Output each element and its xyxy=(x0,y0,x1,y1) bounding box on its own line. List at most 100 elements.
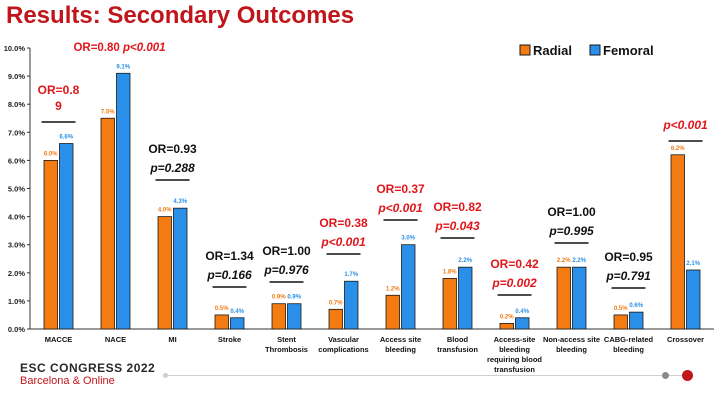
legend-swatch-radial xyxy=(519,44,531,56)
radial-value-label: 1.2% xyxy=(386,286,400,292)
p-value-label: p<0.001 xyxy=(377,201,423,215)
progress-dot xyxy=(662,372,669,379)
radial-value-label: 0.5% xyxy=(614,306,628,312)
odds-ratio-label: OR=1.34 xyxy=(205,249,254,263)
radial-bar xyxy=(157,216,172,330)
p-value-label: p=0.002 xyxy=(491,276,537,290)
femoral-value-label: 3.0% xyxy=(401,236,415,242)
radial-bar xyxy=(499,322,514,330)
x-category-label: bleeding xyxy=(385,345,416,354)
x-category-label: Thrombosis xyxy=(265,345,308,354)
x-category-label: bleeding xyxy=(499,345,530,354)
p-value-label: p=0.043 xyxy=(434,219,480,233)
odds-ratio-label: OR=1.00 xyxy=(262,244,311,258)
y-tick-label: 7.0% xyxy=(8,128,25,137)
odds-ratio-annotation: OR=0.80 p<0.001 xyxy=(73,42,165,54)
femoral-value-label: 4.3% xyxy=(173,199,187,205)
odds-ratio-label: 9 xyxy=(55,99,62,113)
femoral-value-label: 1.7% xyxy=(344,272,358,278)
p-value-label: p<0.001 xyxy=(662,118,708,132)
x-category-label: Stent xyxy=(277,335,296,344)
x-category-label: Blood xyxy=(447,335,469,344)
y-tick-label: 8.0% xyxy=(8,100,25,109)
legend-label-radial: Radial xyxy=(533,43,572,58)
femoral-value-label: 2.2% xyxy=(572,258,586,264)
progress-dot-current xyxy=(682,370,693,381)
x-category-label: requiring blood xyxy=(487,355,542,364)
legend-label-femoral: Femoral xyxy=(603,43,654,58)
odds-ratio-label: OR=0.8 xyxy=(38,83,80,97)
p-value-label: p=0.791 xyxy=(605,269,651,283)
radial-bar xyxy=(100,117,115,330)
x-category-label: Non-access site xyxy=(543,335,600,344)
femoral-bar xyxy=(401,244,416,330)
femoral-bar xyxy=(686,269,701,330)
x-category-label: MI xyxy=(168,335,176,344)
odds-ratio-label: OR=0.37 xyxy=(376,182,425,196)
femoral-value-label: 9.1% xyxy=(116,64,130,70)
radial-value-label: 1.8% xyxy=(443,269,457,275)
femoral-value-label: 2.2% xyxy=(458,258,472,264)
radial-bar xyxy=(214,314,229,330)
femoral-bar xyxy=(230,317,245,330)
femoral-bar xyxy=(572,266,587,330)
p-value-label: p=0.976 xyxy=(263,263,309,277)
femoral-value-label: 0.4% xyxy=(515,309,529,315)
radial-bar xyxy=(328,308,343,330)
y-tick-label: 2.0% xyxy=(8,269,25,278)
femoral-value-label: 0.6% xyxy=(629,303,643,309)
odds-ratio-label: OR=0.82 xyxy=(433,200,482,214)
odds-ratio-label: OR=0.38 xyxy=(319,216,368,230)
radial-value-label: 6.0% xyxy=(44,151,58,157)
radial-value-label: 2.2% xyxy=(557,258,571,264)
y-tick-label: 1.0% xyxy=(8,297,25,306)
progress-dot-start xyxy=(163,373,168,378)
femoral-value-label: 2.1% xyxy=(686,261,700,267)
femoral-bar xyxy=(173,207,188,330)
x-category-label: NACE xyxy=(105,335,126,344)
radial-value-label: 0.7% xyxy=(329,300,343,306)
x-category-label: Stroke xyxy=(218,335,241,344)
femoral-bar xyxy=(515,317,530,330)
radial-bar xyxy=(271,303,286,330)
y-tick-label: 10.0% xyxy=(4,44,26,53)
radial-value-label: 0.5% xyxy=(215,306,229,312)
x-category-label: transfusion xyxy=(437,345,478,354)
radial-bar xyxy=(442,278,457,330)
odds-ratio-label: OR=0.42 xyxy=(490,257,539,271)
p-value-label: p=0.166 xyxy=(206,268,252,282)
p-value-label: p<0.001 xyxy=(320,235,366,249)
femoral-bar xyxy=(287,303,302,330)
slide-title: Results: Secondary Outcomes xyxy=(6,2,355,29)
x-category-label: MACCE xyxy=(45,335,73,344)
radial-bar xyxy=(556,266,571,330)
femoral-bar xyxy=(344,280,359,330)
odds-ratio-label: OR=0.93 xyxy=(148,142,197,156)
y-tick-label: 4.0% xyxy=(8,213,25,222)
radial-value-label: 4.0% xyxy=(158,208,172,214)
legend-swatch-femoral xyxy=(589,44,601,56)
femoral-value-label: 0.9% xyxy=(287,295,301,301)
footer-divider xyxy=(166,375,688,376)
congress-location: Barcelona & Online xyxy=(20,375,115,387)
x-category-label: complications xyxy=(318,345,368,354)
x-category-label: Crossover xyxy=(667,335,704,344)
y-tick-label: 3.0% xyxy=(8,241,25,250)
femoral-bar xyxy=(116,72,131,330)
radial-value-label: 6.2% xyxy=(671,146,685,152)
x-category-label: CABG-related xyxy=(604,335,654,344)
y-tick-label: 9.0% xyxy=(8,72,25,81)
femoral-bar xyxy=(59,143,74,330)
femoral-bar xyxy=(458,266,473,330)
radial-value-label: 0.2% xyxy=(500,314,514,320)
femoral-bar xyxy=(629,311,644,330)
radial-value-label: 7.5% xyxy=(101,109,115,115)
congress-name: ESC CONGRESS 2022 xyxy=(20,361,156,375)
p-value-label: p=0.288 xyxy=(149,161,195,175)
odds-ratio-label: OR=0.95 xyxy=(604,250,653,264)
x-category-label: Access site xyxy=(380,335,421,344)
radial-value-label: 0.9% xyxy=(272,295,286,301)
femoral-value-label: 0.4% xyxy=(230,309,244,315)
x-category-label: Access-site xyxy=(494,335,536,344)
